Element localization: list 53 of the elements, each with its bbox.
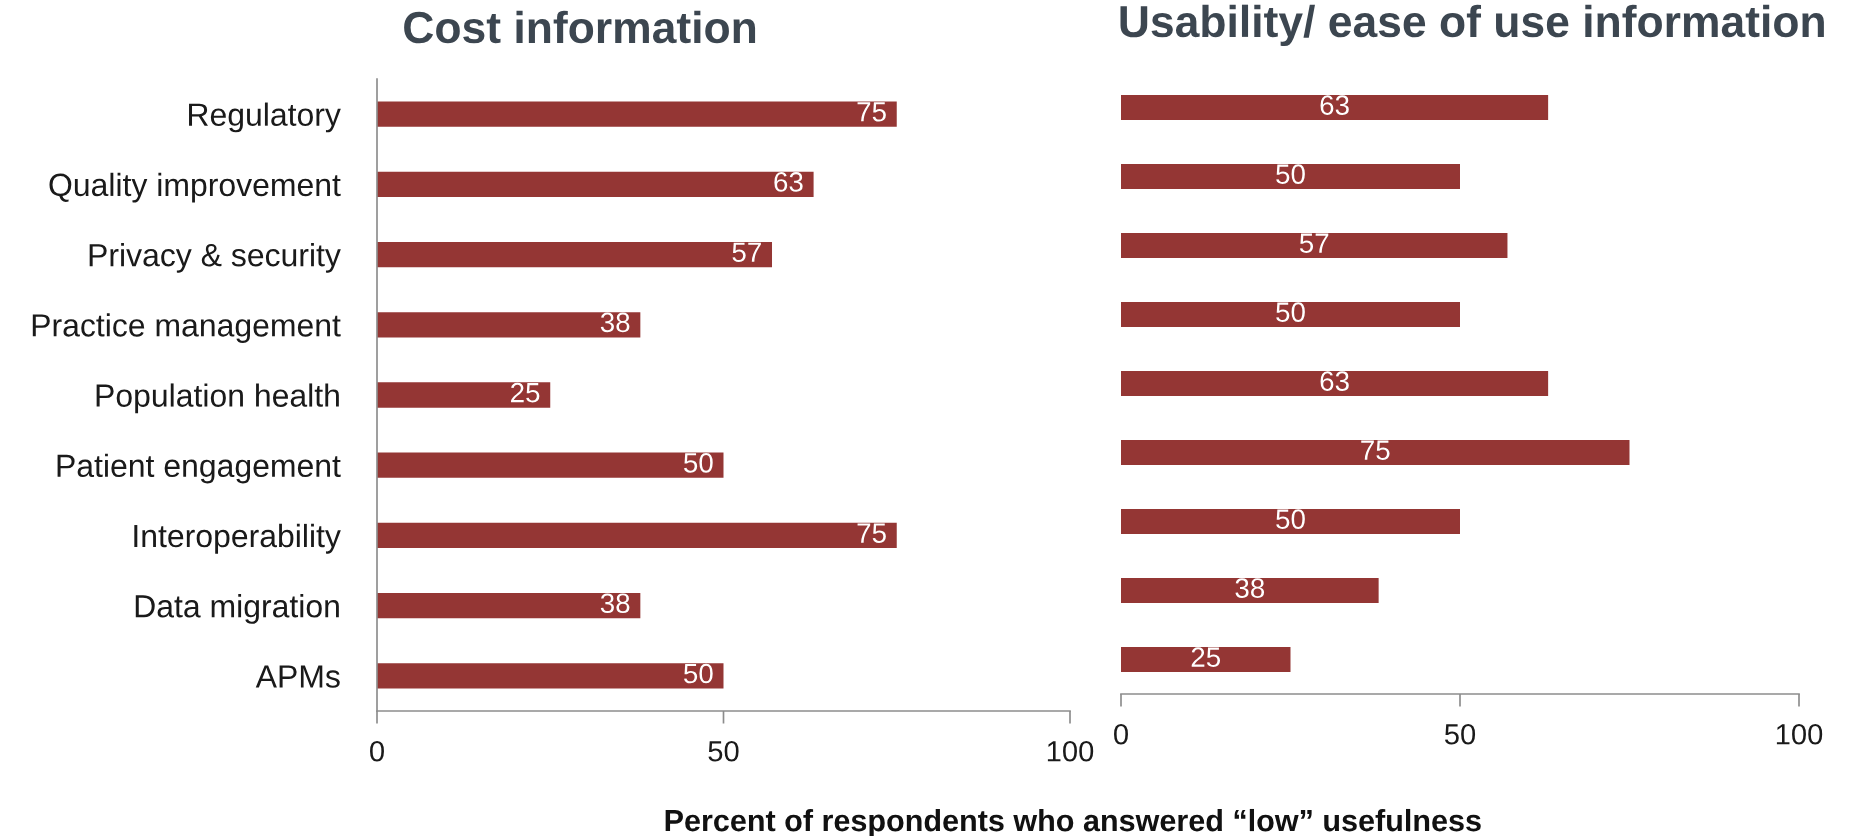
bar — [377, 452, 724, 478]
data-label: 75 — [857, 523, 886, 543]
bar — [1121, 440, 1630, 465]
data-label: 63 — [774, 172, 803, 192]
bar — [1121, 302, 1460, 327]
data-label: 38 — [1235, 578, 1265, 598]
y-tick-label: Patient engagement — [57, 453, 341, 484]
bar — [1121, 164, 1460, 189]
bar — [377, 101, 897, 127]
data-label: 50 — [1276, 509, 1305, 529]
data-label: 50 — [1276, 302, 1305, 322]
data-label: 63 — [1320, 371, 1349, 391]
chart-title: Cost information — [404, 10, 756, 44]
bar — [377, 171, 814, 197]
x-tick-label: 0 — [370, 740, 384, 762]
y-tick-label: Practice management — [32, 313, 341, 343]
data-label: 38 — [600, 312, 630, 333]
data-label: 50 — [1276, 164, 1305, 184]
data-label: 63 — [1320, 95, 1349, 115]
data-label: 50 — [683, 663, 713, 684]
bar — [1121, 371, 1549, 396]
y-tick-label: APMs — [255, 665, 340, 688]
y-tick-label: Data migration — [135, 594, 339, 624]
y-tick-label: Regulatory — [189, 102, 341, 133]
bar — [377, 593, 641, 619]
bar — [1121, 233, 1508, 258]
data-label: 75 — [1361, 440, 1390, 460]
bar — [377, 312, 641, 338]
data-label: 25 — [511, 382, 540, 403]
bar — [1121, 578, 1379, 603]
data-label: 25 — [1191, 647, 1221, 667]
data-label: 57 — [732, 242, 761, 263]
bar — [377, 241, 773, 268]
data-label: 75 — [857, 102, 886, 122]
bar — [377, 663, 724, 689]
bar — [377, 382, 551, 408]
y-tick-label: Privacy & security — [89, 242, 341, 273]
x-tick-label: 50 — [708, 740, 739, 762]
x-tick-label: 0 — [1114, 723, 1128, 745]
y-tick-label: Quality improvement — [49, 172, 341, 203]
chart-title: Usability/ ease of use information — [1120, 4, 1824, 47]
bar — [377, 522, 897, 549]
x-tick-label: 100 — [1047, 740, 1094, 762]
bar — [1121, 95, 1549, 120]
x-tick-label: 100 — [1776, 723, 1823, 745]
bar — [1121, 509, 1460, 534]
data-label: 50 — [683, 453, 713, 473]
y-tick-label: Population health — [96, 383, 339, 414]
bar — [1121, 647, 1291, 672]
data-label: 38 — [600, 593, 630, 614]
data-label: 57 — [1299, 233, 1329, 253]
y-tick-label: Interoperability — [134, 523, 341, 554]
x-tick-label: 50 — [1444, 723, 1476, 745]
